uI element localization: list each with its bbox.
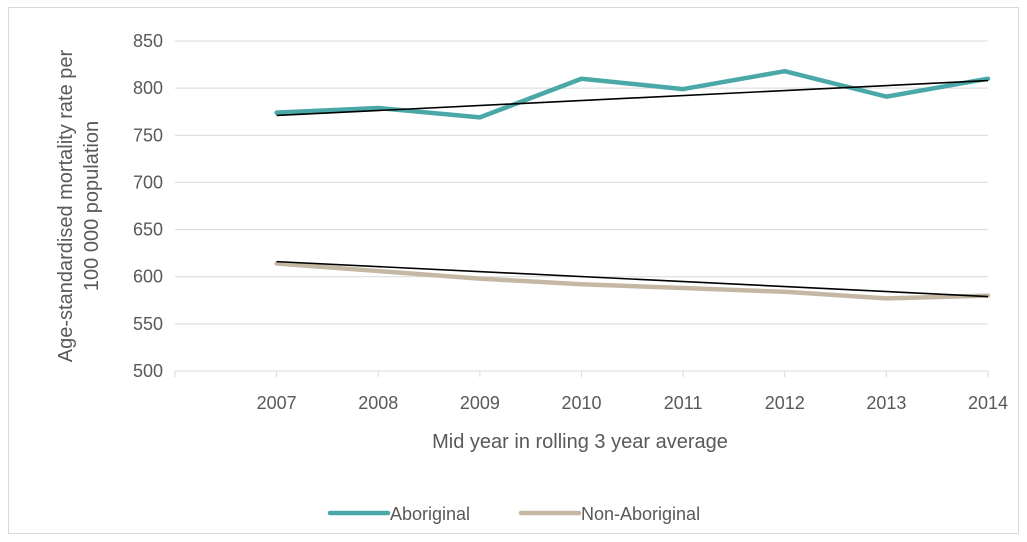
x-tick-label: 2007 bbox=[257, 393, 297, 413]
y-tick-label: 800 bbox=[133, 78, 163, 98]
y-tick-labels: 500 550 600 650 700 750 800 850 bbox=[133, 31, 163, 381]
x-tick-label: 2009 bbox=[460, 393, 500, 413]
x-tick-labels: 2007 2008 2009 2010 2011 2012 2013 2014 bbox=[257, 393, 1008, 413]
y-tick-label: 600 bbox=[133, 267, 163, 287]
trend-line-0 bbox=[276, 79, 989, 117]
trend-lines bbox=[276, 79, 989, 298]
y-tick-label: 750 bbox=[133, 125, 163, 145]
chart-frame bbox=[8, 7, 1019, 534]
x-tick-label: 2012 bbox=[765, 393, 805, 413]
x-axis-title: Mid year in rolling 3 year average bbox=[432, 431, 728, 453]
y-axis-title-line: 100 000 population bbox=[81, 121, 103, 291]
legend-label: Aboriginal bbox=[390, 504, 470, 524]
legend-label: Non-Aboriginal bbox=[581, 504, 700, 524]
trend-line-1 bbox=[276, 260, 989, 298]
series-line-1 bbox=[274, 261, 991, 301]
y-axis-title: Age-standardised mortality rate per 100 0… bbox=[55, 49, 103, 362]
y-tick-label: 500 bbox=[133, 361, 163, 381]
x-tick-label: 2011 bbox=[664, 393, 703, 413]
y-tick-label: 650 bbox=[133, 220, 163, 240]
legend: Aboriginal Non-Aboriginal bbox=[327, 504, 700, 524]
x-tick-label: 2010 bbox=[561, 393, 601, 413]
y-tick-label: 550 bbox=[133, 314, 163, 334]
x-tick-label: 2014 bbox=[968, 393, 1008, 413]
x-tick-label: 2013 bbox=[866, 393, 906, 413]
series-lines bbox=[274, 68, 991, 301]
y-tick-label: 700 bbox=[133, 172, 163, 192]
y-tick-label: 850 bbox=[133, 31, 163, 51]
y-axis-title-line: Age-standardised mortality rate per bbox=[55, 49, 77, 362]
x-tick-label: 2008 bbox=[358, 393, 398, 413]
